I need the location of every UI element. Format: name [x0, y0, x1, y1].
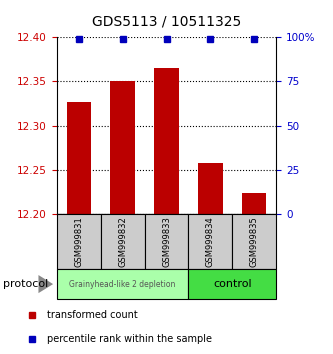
Bar: [145, 214, 188, 269]
Text: GDS5113 / 10511325: GDS5113 / 10511325: [92, 14, 241, 28]
Bar: [57, 214, 101, 269]
Text: GSM999835: GSM999835: [250, 216, 259, 267]
Bar: [242, 193, 266, 214]
Bar: [101, 214, 145, 269]
Bar: [188, 269, 276, 299]
Text: GSM999832: GSM999832: [118, 216, 127, 267]
Bar: [188, 214, 232, 269]
Bar: [67, 102, 91, 214]
Text: GSM999831: GSM999831: [74, 216, 83, 267]
Bar: [232, 214, 276, 269]
Bar: [198, 163, 222, 214]
Bar: [111, 80, 135, 214]
Text: GSM999834: GSM999834: [206, 216, 215, 267]
Polygon shape: [39, 275, 53, 293]
Text: transformed count: transformed count: [47, 309, 138, 320]
Text: GSM999833: GSM999833: [162, 216, 171, 267]
Text: protocol: protocol: [3, 279, 49, 289]
Text: Grainyhead-like 2 depletion: Grainyhead-like 2 depletion: [69, 280, 176, 289]
Bar: [57, 269, 188, 299]
Bar: [155, 68, 178, 214]
Text: control: control: [213, 279, 252, 289]
Text: percentile rank within the sample: percentile rank within the sample: [47, 334, 212, 344]
